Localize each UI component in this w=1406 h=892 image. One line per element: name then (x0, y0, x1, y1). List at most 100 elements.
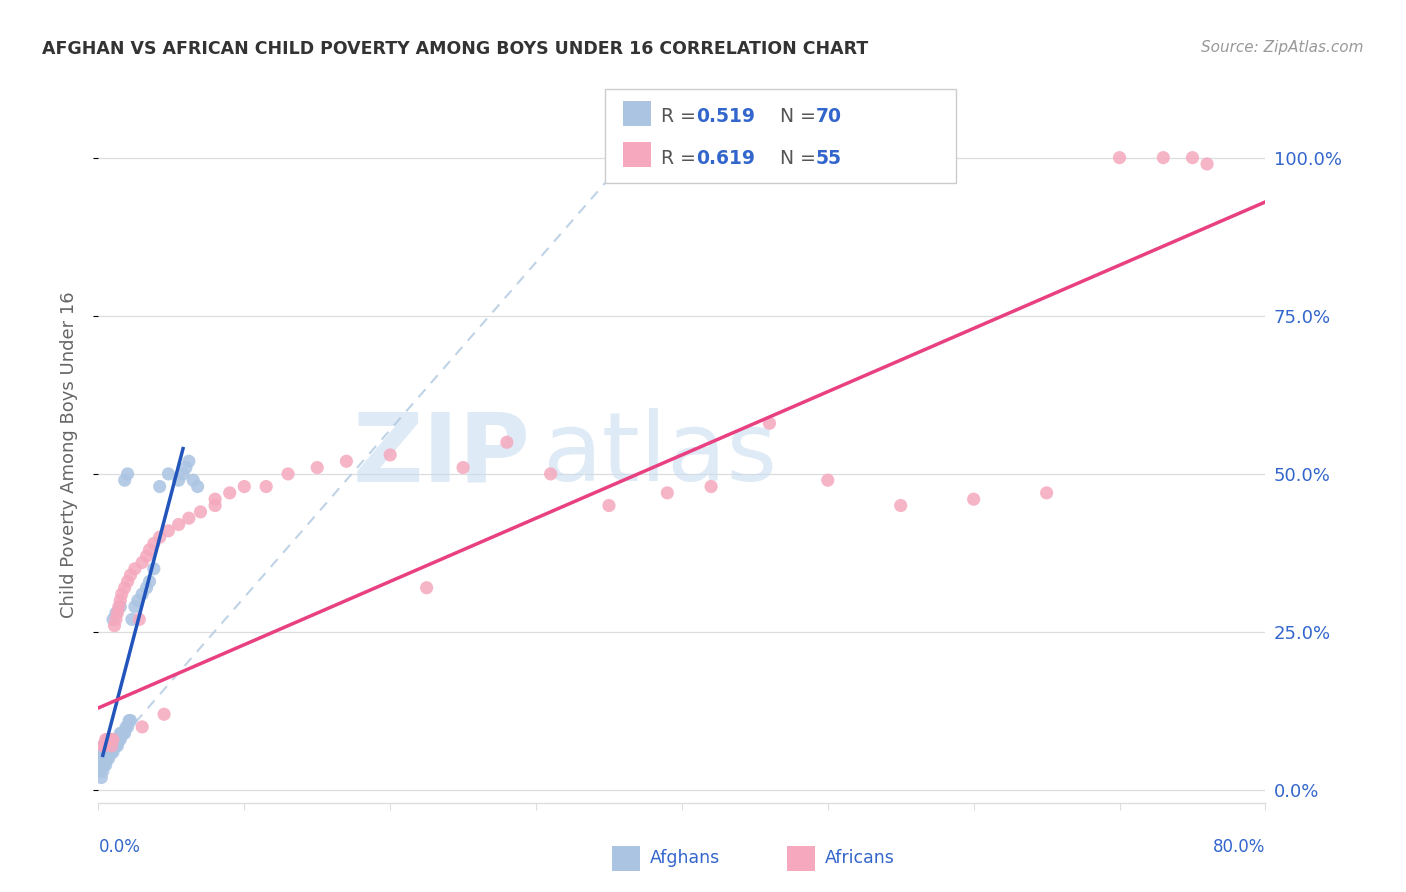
Point (598, 499, 620, 513)
Point (254, 479, 277, 493)
Point (380, 448, 402, 462)
Point (101, 739, 124, 753)
Text: ZIP: ZIP (353, 409, 530, 501)
Point (91, 739, 114, 753)
Point (124, 562, 146, 576)
Point (100, 745, 122, 759)
Point (540, 467, 562, 481)
Text: Afghans: Afghans (650, 849, 720, 867)
Text: 70: 70 (815, 107, 841, 127)
Point (103, 732, 125, 747)
Text: 0.619: 0.619 (696, 149, 755, 168)
Point (118, 714, 141, 728)
Point (93, 757, 115, 772)
Point (100, 732, 122, 747)
Point (415, 581, 437, 595)
Point (110, 732, 132, 747)
Point (104, 612, 127, 626)
Point (114, 473, 136, 487)
Point (114, 726, 136, 740)
Point (104, 606, 127, 620)
Point (104, 739, 127, 753)
Point (96, 739, 118, 753)
Point (91, 764, 114, 779)
Point (138, 574, 160, 589)
Point (1035, 486, 1057, 500)
Point (89, 751, 111, 765)
Point (98, 745, 121, 759)
Point (149, 479, 172, 493)
Point (94, 739, 117, 753)
Point (204, 499, 226, 513)
Point (93, 751, 115, 765)
Point (101, 612, 124, 626)
Text: 55: 55 (815, 149, 841, 168)
Point (117, 467, 139, 481)
Text: R =: R = (661, 149, 702, 168)
Point (142, 562, 165, 576)
Point (90, 771, 112, 785)
Point (110, 593, 132, 607)
Text: AFGHAN VS AFRICAN CHILD POVERTY AMONG BOYS UNDER 16 CORRELATION CHART: AFGHAN VS AFRICAN CHILD POVERTY AMONG BO… (42, 40, 869, 58)
Point (817, 473, 839, 487)
Point (142, 536, 165, 550)
Point (94, 745, 117, 759)
Point (104, 732, 127, 747)
Point (1181, 151, 1204, 165)
Y-axis label: Child Poverty Among Boys Under 16: Child Poverty Among Boys Under 16 (59, 292, 77, 618)
Point (100, 739, 122, 753)
Point (108, 599, 131, 614)
Point (120, 714, 142, 728)
Point (91, 739, 114, 753)
Point (177, 511, 200, 525)
Text: 0.519: 0.519 (696, 107, 755, 127)
Point (94, 751, 117, 765)
Point (110, 726, 132, 740)
Point (167, 473, 190, 487)
Text: Source: ZipAtlas.com: Source: ZipAtlas.com (1201, 40, 1364, 55)
Point (97, 739, 120, 753)
Point (111, 587, 134, 601)
Point (131, 556, 153, 570)
Point (277, 467, 299, 481)
Point (96, 732, 118, 747)
Point (451, 460, 474, 475)
Point (758, 417, 780, 431)
Point (93, 739, 115, 753)
Point (1108, 151, 1130, 165)
Point (335, 454, 357, 468)
Point (100, 739, 122, 753)
Point (89, 764, 111, 779)
Point (103, 618, 125, 632)
Point (105, 732, 128, 747)
Point (700, 479, 723, 493)
Point (157, 524, 180, 538)
Point (657, 486, 679, 500)
Point (98, 732, 121, 747)
Point (101, 732, 124, 747)
Point (124, 599, 146, 614)
Point (1152, 151, 1174, 165)
Point (135, 581, 157, 595)
Point (97, 732, 120, 747)
Point (90, 745, 112, 759)
Point (131, 720, 153, 734)
Point (90, 751, 112, 765)
Point (153, 707, 176, 722)
Point (103, 739, 125, 753)
Point (91, 751, 114, 765)
Text: N =: N = (780, 149, 823, 168)
Point (98, 739, 121, 753)
Point (187, 479, 209, 493)
Point (89, 757, 111, 772)
Point (114, 581, 136, 595)
Point (105, 606, 128, 620)
Text: 80.0%: 80.0% (1213, 838, 1265, 855)
Point (91, 745, 114, 759)
Point (97, 745, 120, 759)
Text: R =: R = (661, 107, 702, 127)
Point (174, 460, 197, 475)
Point (115, 720, 138, 734)
Point (111, 726, 134, 740)
Point (128, 612, 150, 626)
